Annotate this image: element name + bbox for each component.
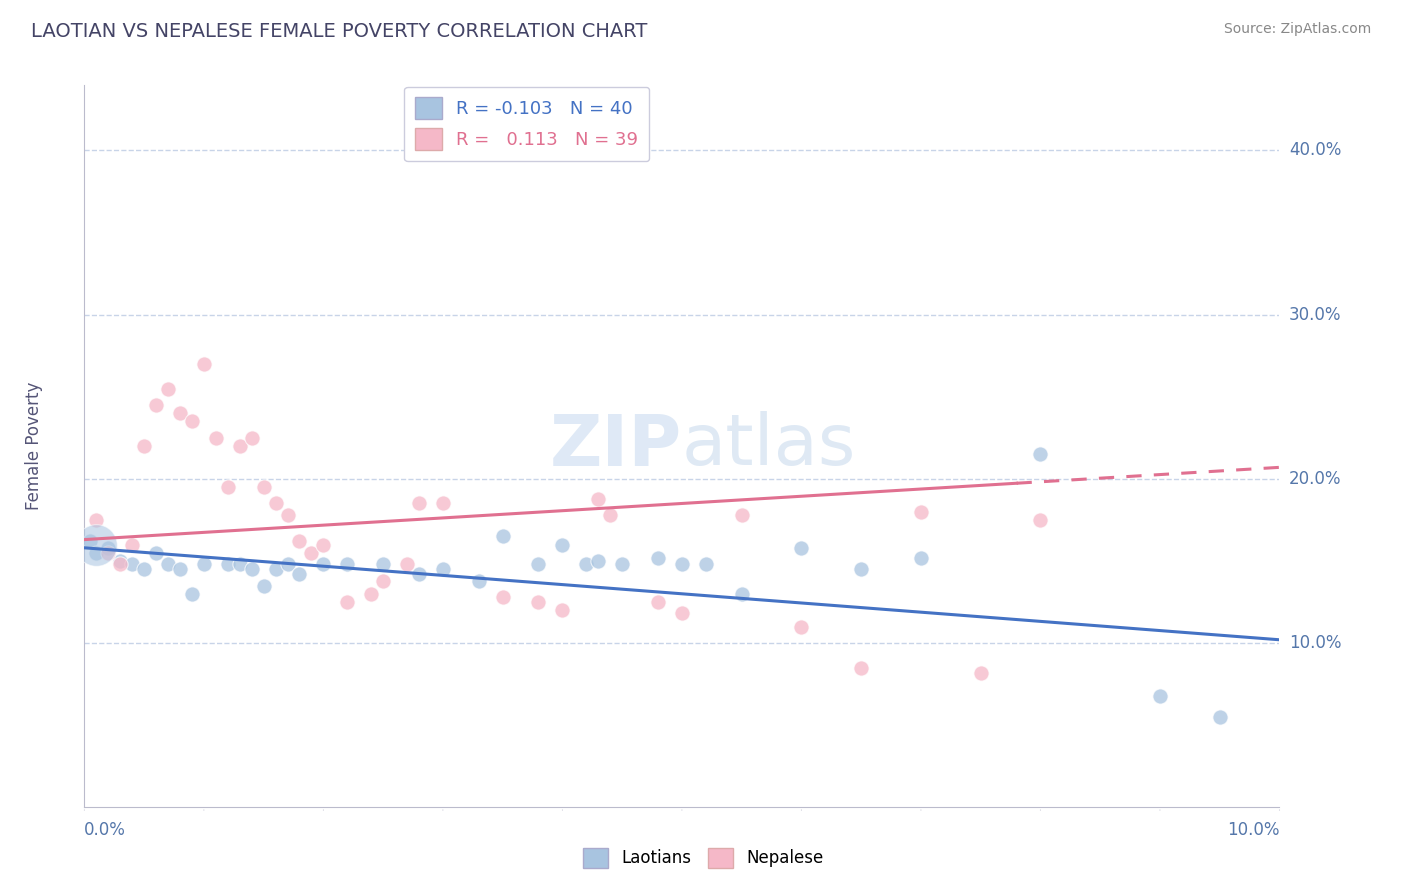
Point: [240, 562, 263, 576]
Point: [1149, 689, 1171, 703]
Point: [86, 513, 108, 527]
Point: [671, 558, 693, 572]
Point: [301, 546, 323, 560]
Point: [647, 550, 669, 565]
Text: LAOTIAN VS NEPALESE FEMALE POVERTY CORRELATION CHART: LAOTIAN VS NEPALESE FEMALE POVERTY CORRE…: [31, 22, 647, 41]
Point: [671, 607, 693, 621]
Point: [373, 558, 395, 572]
Point: [695, 558, 717, 572]
Point: [599, 508, 621, 522]
Point: [468, 574, 491, 588]
Point: [970, 665, 993, 680]
Point: [205, 431, 228, 445]
Point: [79, 534, 101, 549]
Point: [97, 541, 120, 555]
Point: [97, 546, 120, 560]
Point: [110, 558, 132, 572]
Point: [408, 567, 430, 582]
Point: [217, 558, 239, 572]
Point: [169, 406, 191, 420]
Point: [157, 558, 180, 572]
Point: [731, 508, 754, 522]
Point: [492, 590, 515, 604]
Point: [647, 595, 669, 609]
Point: [277, 558, 299, 572]
Point: [110, 554, 132, 568]
Point: [86, 546, 108, 560]
Text: 40.0%: 40.0%: [1289, 142, 1341, 160]
Point: [910, 505, 932, 519]
Point: [396, 558, 419, 572]
Point: [217, 480, 239, 494]
Point: [169, 562, 191, 576]
Point: [731, 587, 754, 601]
Point: [277, 508, 299, 522]
Point: [193, 357, 215, 371]
Point: [86, 537, 108, 551]
Point: [432, 496, 454, 510]
Point: [132, 439, 156, 453]
Text: Source: ZipAtlas.com: Source: ZipAtlas.com: [1223, 22, 1371, 37]
Point: [588, 554, 610, 568]
Point: [1029, 513, 1052, 527]
Point: [790, 541, 813, 555]
Point: [588, 491, 610, 506]
Point: [527, 558, 550, 572]
Point: [132, 562, 156, 576]
Point: [851, 562, 873, 576]
Point: [181, 414, 204, 428]
Legend: R = -0.103   N = 40, R =   0.113   N = 39: R = -0.103 N = 40, R = 0.113 N = 39: [404, 87, 650, 161]
Point: [288, 567, 311, 582]
Point: [312, 558, 335, 572]
Point: [527, 595, 550, 609]
Point: [575, 558, 598, 572]
Point: [1029, 447, 1052, 461]
Point: [408, 496, 430, 510]
Point: [551, 537, 574, 551]
Point: [193, 558, 215, 572]
Point: [228, 439, 252, 453]
Point: [157, 382, 180, 396]
Text: 10.0%: 10.0%: [1227, 821, 1279, 839]
Point: [181, 587, 204, 601]
Point: [851, 661, 873, 675]
Point: [336, 595, 359, 609]
Point: [253, 480, 276, 494]
Point: [790, 619, 813, 633]
Text: 20.0%: 20.0%: [1289, 470, 1341, 488]
Point: [360, 587, 382, 601]
Point: [612, 558, 634, 572]
Point: [1209, 710, 1232, 724]
Point: [551, 603, 574, 617]
Point: [288, 534, 311, 549]
Text: atlas: atlas: [682, 411, 856, 481]
Point: [264, 496, 287, 510]
Point: [121, 537, 143, 551]
Point: [910, 550, 932, 565]
Text: 10.0%: 10.0%: [1289, 634, 1341, 652]
Text: 30.0%: 30.0%: [1289, 306, 1341, 324]
Point: [121, 558, 143, 572]
Point: [373, 574, 395, 588]
Point: [432, 562, 454, 576]
Point: [228, 558, 252, 572]
Point: [240, 431, 263, 445]
Point: [145, 398, 167, 412]
Text: ZIP: ZIP: [550, 411, 682, 481]
Point: [312, 537, 335, 551]
Point: [253, 578, 276, 592]
Text: Female Poverty: Female Poverty: [25, 382, 44, 510]
Legend: Laotians, Nepalese: Laotians, Nepalese: [576, 841, 830, 875]
Point: [492, 529, 515, 543]
Point: [145, 546, 167, 560]
Point: [264, 562, 287, 576]
Point: [336, 558, 359, 572]
Text: 0.0%: 0.0%: [84, 821, 127, 839]
